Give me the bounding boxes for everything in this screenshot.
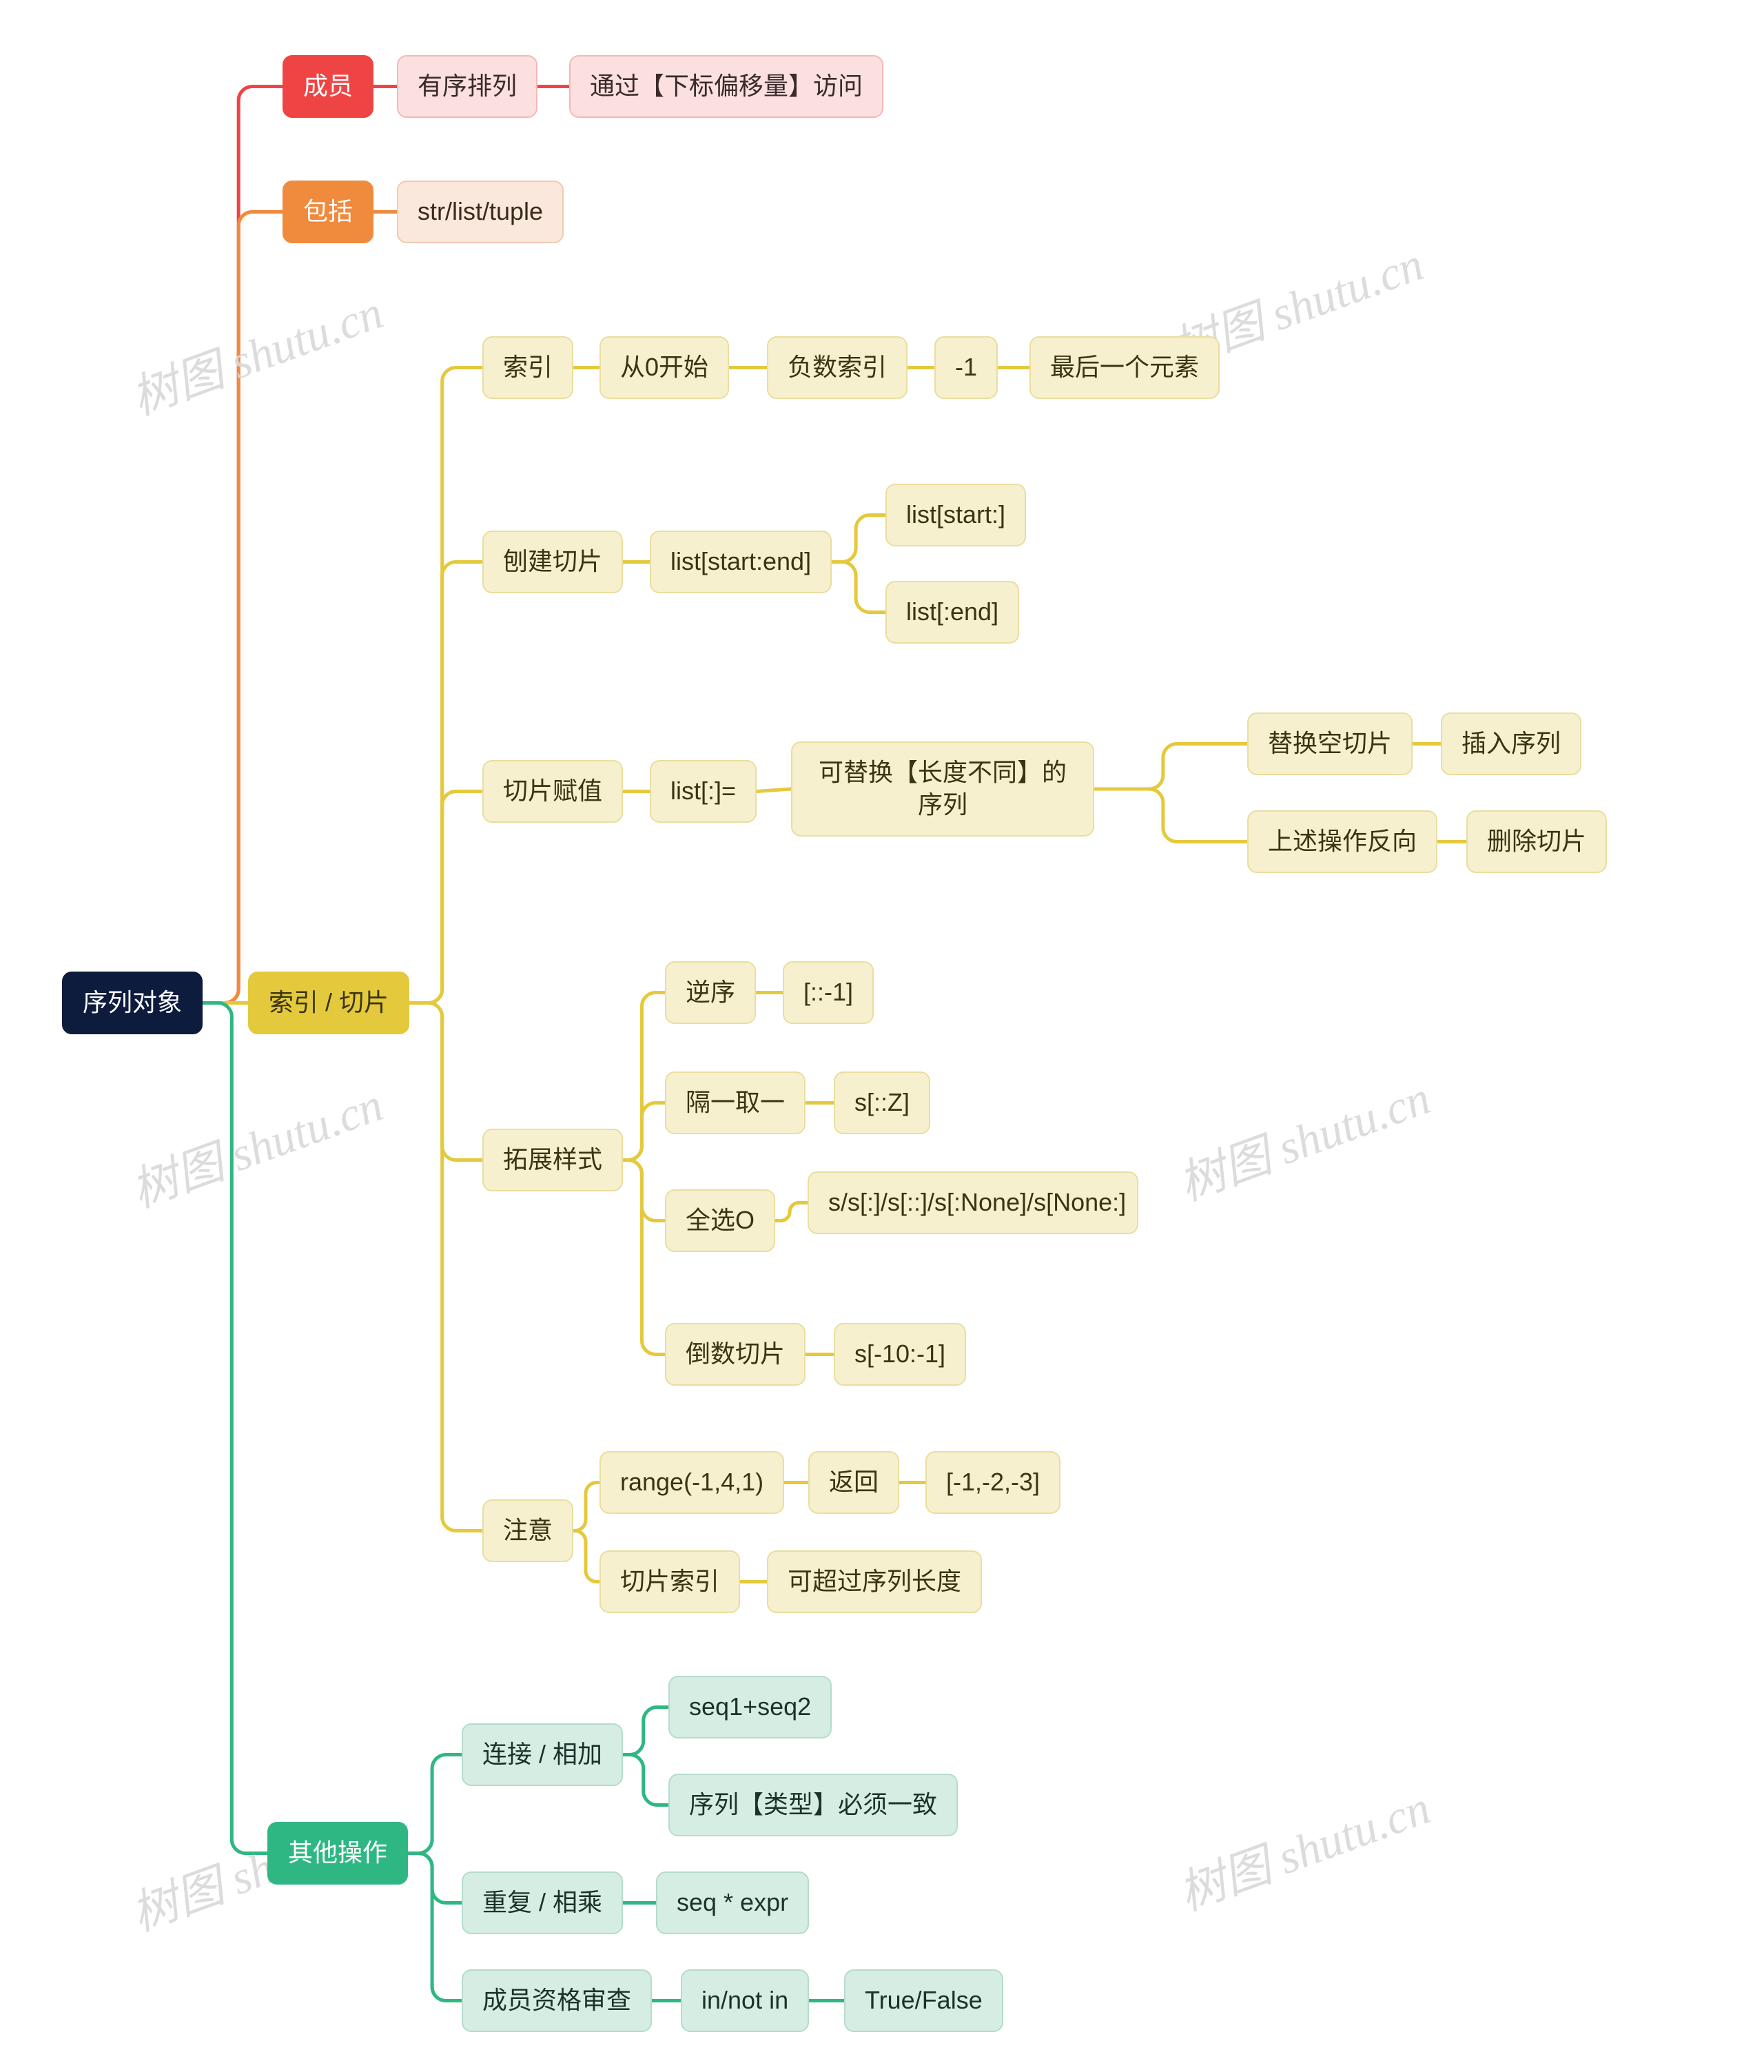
node-b3e1b: [-1,-2,-3] — [925, 1451, 1060, 1514]
node-b4c2: True/False — [844, 1969, 1003, 2032]
node-b2a: str/list/tuple — [397, 181, 564, 243]
node-b3c2: 可替换【长度不同】的序列 — [791, 741, 1094, 837]
node-b3b1b: list[:end] — [885, 581, 1019, 644]
node-b3: 索引 / 切片 — [248, 972, 409, 1034]
node-b2: 包括 — [283, 181, 373, 243]
watermark: 树图 shutu.cn — [121, 1067, 391, 1221]
node-b1: 成员 — [283, 55, 373, 118]
node-b1b: 通过【下标偏移量】访问 — [569, 55, 883, 118]
node-b4b1: seq * expr — [656, 1871, 809, 1934]
node-b3a: 索引 — [482, 336, 573, 399]
node-b3a2: 负数索引 — [767, 336, 907, 399]
node-b3c2a1: 插入序列 — [1441, 712, 1581, 775]
node-b3c: 切片赋值 — [482, 760, 623, 823]
node-b4a2: 序列【类型】必须一致 — [668, 1774, 958, 1836]
node-b3b1a: list[start:] — [885, 484, 1026, 546]
node-b4c1: in/not in — [681, 1969, 809, 2032]
node-b3d2a: s[::Z] — [834, 1071, 930, 1134]
node-b3c2b1: 删除切片 — [1466, 810, 1607, 873]
node-b3d3: 全选O — [665, 1189, 775, 1252]
node-b3d4a: s[-10:-1] — [834, 1323, 966, 1386]
watermark: 树图 shutu.cn — [1168, 1770, 1438, 1924]
node-b3e2: 切片索引 — [599, 1550, 740, 1613]
node-b1a: 有序排列 — [397, 55, 537, 118]
connector-layer — [0, 0, 1764, 2072]
node-b3d1: 逆序 — [665, 961, 756, 1024]
node-b3e1: range(-1,4,1) — [599, 1451, 784, 1514]
node-b3d: 拓展样式 — [482, 1129, 623, 1191]
node-b4c: 成员资格审查 — [462, 1969, 652, 2032]
node-b3d4: 倒数切片 — [665, 1323, 806, 1386]
node-b3d1a: [::-1] — [783, 961, 874, 1024]
node-b4b: 重复 / 相乘 — [462, 1871, 623, 1934]
node-b3a1: 从0开始 — [599, 336, 729, 399]
node-b3e1a: 返回 — [808, 1451, 899, 1514]
node-b4a1: seq1+seq2 — [668, 1676, 832, 1738]
node-b4: 其他操作 — [267, 1822, 408, 1885]
node-root: 序列对象 — [62, 972, 203, 1034]
node-b3e: 注意 — [482, 1499, 573, 1562]
node-b4a: 连接 / 相加 — [462, 1723, 623, 1786]
watermark: 树图 shutu.cn — [121, 274, 391, 429]
node-b3a3: -1 — [934, 336, 998, 399]
node-b3e2a: 可超过序列长度 — [767, 1550, 982, 1613]
node-b3b1: list[start:end] — [650, 531, 832, 593]
node-b3a4: 最后一个元素 — [1029, 336, 1220, 399]
node-b3c2b: 上述操作反向 — [1247, 810, 1437, 873]
node-b3c1: list[:]= — [650, 760, 757, 823]
node-b3d3a: s/s[:]/s[::]/s[:None]/s[None:] — [808, 1171, 1138, 1234]
node-b3d2: 隔一取一 — [665, 1071, 806, 1134]
node-b3b: 刨建切片 — [482, 531, 623, 593]
node-b3c2a: 替换空切片 — [1247, 712, 1413, 775]
watermark: 树图 shutu.cn — [1168, 1060, 1438, 1214]
